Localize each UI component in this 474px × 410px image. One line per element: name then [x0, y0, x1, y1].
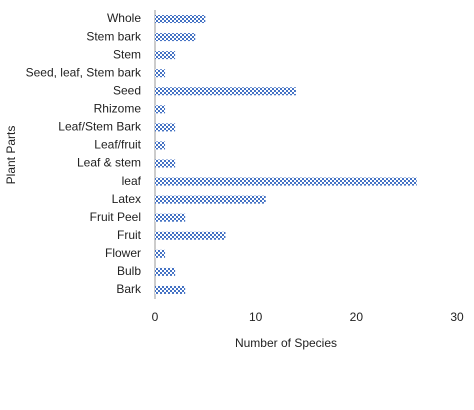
bar	[155, 249, 166, 258]
bar	[155, 33, 196, 42]
bar	[155, 123, 176, 132]
bar	[155, 159, 176, 168]
bar	[155, 141, 166, 150]
bar	[155, 105, 166, 114]
y-tick-label: leaf	[122, 174, 142, 188]
bar	[155, 51, 176, 60]
bar	[155, 213, 186, 222]
bar	[155, 285, 186, 294]
y-tick-label: Leaf & stem	[77, 156, 141, 170]
x-tick-label: 10	[249, 310, 263, 324]
bar	[155, 267, 176, 276]
y-tick-label: Leaf/fruit	[94, 138, 141, 152]
x-tick-label: 0	[152, 310, 159, 324]
bar	[155, 87, 296, 96]
y-tick-label: Seed	[113, 83, 141, 97]
x-tick-label: 20	[350, 310, 364, 324]
bar	[155, 195, 266, 204]
y-tick-label: Rhizome	[94, 102, 142, 116]
x-axis-label: Number of Species	[235, 336, 337, 350]
y-tick-label: Fruit Peel	[90, 210, 141, 224]
y-tick-label: Bulb	[117, 264, 141, 278]
y-tick-label: Bark	[116, 282, 142, 296]
bar	[155, 231, 226, 240]
y-tick-label: Flower	[105, 246, 141, 260]
y-tick-label: Whole	[107, 11, 141, 25]
y-tick-label: Leaf/Stem Bark	[58, 120, 142, 134]
y-axis-label: Plant Parts	[4, 126, 18, 185]
y-tick-label: Seed, leaf, Stem bark	[26, 65, 142, 79]
y-tick-label: Latex	[112, 192, 141, 206]
bar	[155, 15, 206, 24]
x-tick-label: 30	[450, 310, 464, 324]
bar	[155, 69, 166, 78]
bar	[155, 177, 417, 186]
y-tick-label: Stem	[113, 47, 141, 61]
y-tick-label: Stem bark	[86, 29, 142, 43]
y-tick-label: Fruit	[117, 228, 142, 242]
